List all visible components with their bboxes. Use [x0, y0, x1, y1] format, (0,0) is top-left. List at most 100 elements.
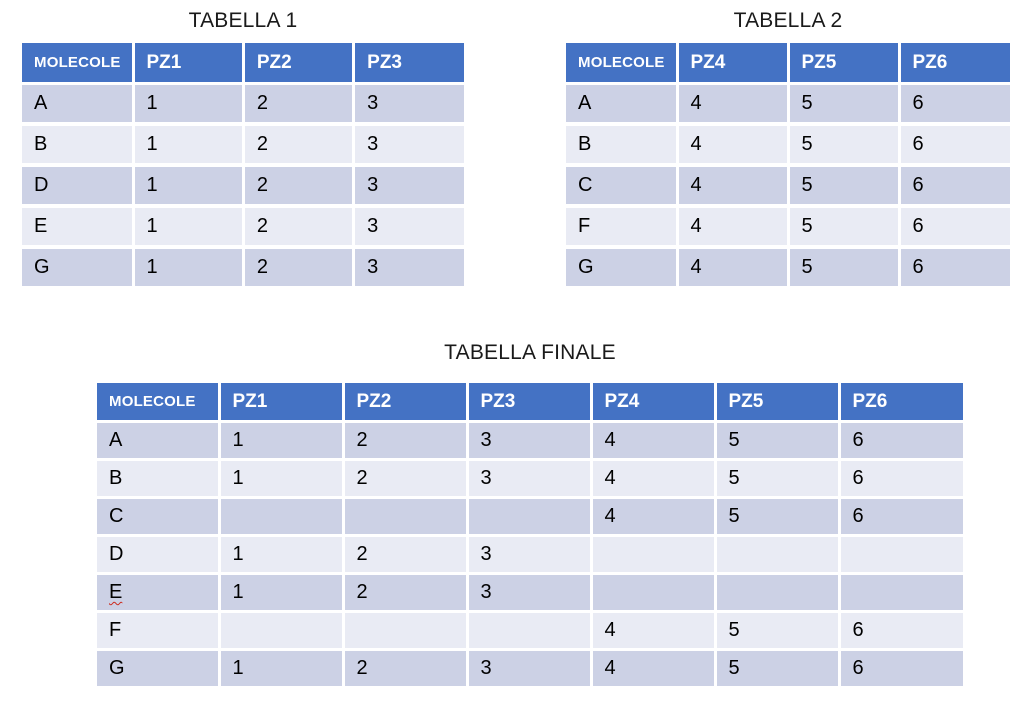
value-cell: 4 [591, 497, 717, 537]
table-row: A 4 5 6 [566, 83, 1010, 126]
row-label-text: D [34, 174, 49, 196]
row-label-text: G [578, 256, 594, 278]
value-cell: 3 [467, 421, 593, 461]
value-text: 5 [801, 215, 813, 237]
value-cell: 6 [839, 459, 963, 499]
final-table-title: TABELLA FINALE [444, 341, 616, 364]
value-cell: 3 [467, 649, 593, 689]
value-text: 6 [912, 215, 924, 237]
value-text: 4 [604, 619, 616, 641]
value-text: 4 [604, 657, 616, 679]
value-cell: 5 [788, 247, 901, 290]
value-text: 1 [232, 543, 244, 565]
value-cell [591, 573, 717, 613]
value-text: 2 [256, 256, 268, 278]
row-label-cell: G [22, 247, 135, 290]
value-text: 2 [356, 581, 368, 603]
row-label-cell: D [22, 165, 135, 208]
table-row: D 1 2 3 [22, 165, 464, 208]
value-text: 4 [690, 174, 702, 196]
value-text: 6 [852, 429, 864, 451]
value-text: 1 [146, 133, 158, 155]
row-label-text: E [34, 215, 48, 237]
value-text: 5 [728, 657, 740, 679]
value-text: 2 [356, 657, 368, 679]
value-text: 2 [356, 467, 368, 489]
value-cell: 4 [677, 247, 790, 290]
table-row: G 1 2 3 [22, 247, 464, 290]
row-label-cell: G [566, 247, 679, 290]
value-text: 5 [728, 429, 740, 451]
value-cell: 3 [353, 165, 464, 208]
value-cell: 1 [219, 535, 345, 575]
value-cell [467, 611, 593, 651]
row-label-cell: D [97, 535, 221, 575]
value-cell: 6 [899, 124, 1010, 167]
column-header-pz5: PZ5 [788, 43, 901, 85]
value-text: 4 [690, 92, 702, 114]
value-cell: 2 [343, 421, 469, 461]
value-cell: 2 [243, 165, 356, 208]
row-label-text: C [109, 505, 124, 527]
value-cell: 6 [899, 247, 1010, 290]
value-cell: 2 [243, 124, 356, 167]
value-cell: 3 [467, 535, 593, 575]
value-cell: 1 [219, 421, 345, 461]
table-row: B 4 5 6 [566, 124, 1010, 167]
value-cell: 2 [343, 459, 469, 499]
value-cell: 6 [899, 206, 1010, 249]
value-cell: 1 [133, 247, 245, 290]
value-text: 5 [728, 619, 740, 641]
value-text: 2 [256, 174, 268, 196]
value-cell: 3 [353, 206, 464, 249]
value-cell: 5 [715, 649, 841, 689]
value-text: 2 [256, 215, 268, 237]
value-text: 1 [146, 256, 158, 278]
row-label-text: F [578, 215, 591, 237]
value-text: 3 [367, 215, 379, 237]
header-row: MOLECOLE PZ4 PZ5 PZ6 [566, 43, 1010, 85]
column-header-molecole: MOLECOLE [566, 43, 679, 85]
value-cell: 3 [353, 83, 464, 126]
value-cell: 4 [591, 459, 717, 499]
value-text: 1 [232, 429, 244, 451]
row-label-text: G [34, 256, 50, 278]
value-cell: 1 [219, 573, 345, 613]
table1-title: TABELLA 1 [188, 9, 298, 32]
value-text: 2 [356, 543, 368, 565]
value-cell: 1 [133, 165, 245, 208]
column-header-pz2: PZ2 [243, 43, 356, 85]
value-text: 5 [801, 92, 813, 114]
value-text: 3 [367, 92, 379, 114]
column-header-pz2: PZ2 [343, 383, 469, 423]
value-cell: 5 [715, 421, 841, 461]
row-label-text: B [109, 467, 123, 489]
row-label-cell: B [566, 124, 679, 167]
value-cell: 2 [343, 573, 469, 613]
value-cell: 6 [839, 497, 963, 537]
value-cell: 5 [788, 124, 901, 167]
value-text: 1 [232, 657, 244, 679]
table-row: G 1 2 3 4 5 6 [97, 649, 963, 689]
value-cell [219, 497, 345, 537]
tabella-finale-table: MOLECOLE PZ1 PZ2 PZ3 PZ4 PZ5 PZ6 A 1 2 3 4 5 6 B 1 2 3 4 5 6… [97, 383, 963, 689]
header-row: MOLECOLE PZ1 PZ2 PZ3 PZ4 PZ5 PZ6 [97, 383, 963, 423]
value-cell [219, 611, 345, 651]
value-cell [591, 535, 717, 575]
value-cell: 2 [243, 83, 356, 126]
value-text: 5 [728, 467, 740, 489]
row-label-cell: E [22, 206, 135, 249]
value-cell: 5 [715, 497, 841, 537]
value-cell: 3 [353, 124, 464, 167]
tabella-1-table: MOLECOLE PZ1 PZ2 PZ3 A 1 2 3 B 1 2 3 D 1 2 3 E 1 2 3 G 1 2 3 [22, 43, 464, 290]
column-header-pz1: PZ1 [219, 383, 345, 423]
table-row: E 1 2 3 [22, 206, 464, 249]
value-cell [715, 573, 841, 613]
row-label-text: E [109, 581, 123, 603]
value-text: 4 [604, 505, 616, 527]
column-header-pz5: PZ5 [715, 383, 841, 423]
value-cell: 4 [591, 421, 717, 461]
value-cell: 4 [677, 124, 790, 167]
row-label-cell: C [97, 497, 221, 537]
table-row: B 1 2 3 [22, 124, 464, 167]
